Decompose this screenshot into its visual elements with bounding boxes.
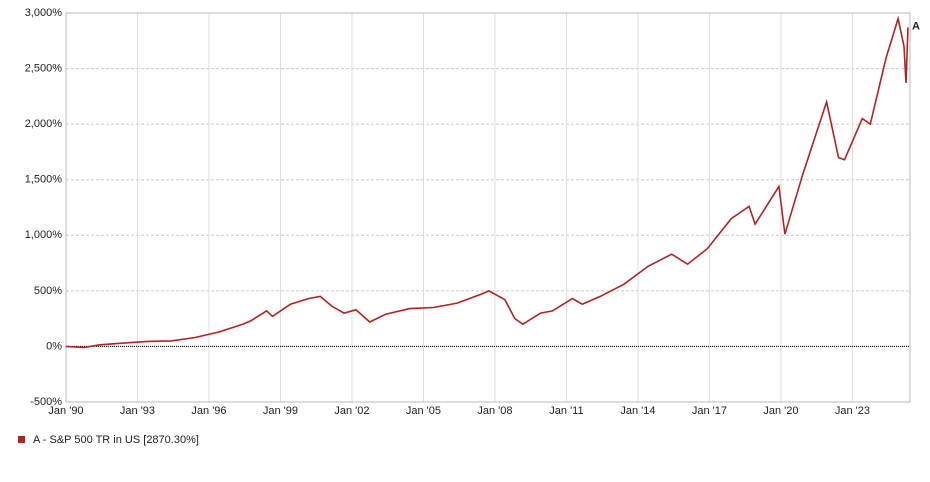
x-tick-label: Jan '23 <box>835 405 870 417</box>
legend-label: A - S&P 500 TR in US [2870.30%] <box>33 434 199 446</box>
x-tick-label: Jan '05 <box>406 405 441 417</box>
x-tick-label: Jan '08 <box>477 405 512 417</box>
x-tick-label: Jan '90 <box>48 405 83 417</box>
y-tick-label: 1,500% <box>25 174 63 186</box>
y-tick-label: 0% <box>46 340 62 352</box>
x-tick-label: Jan '11 <box>549 405 583 417</box>
legend-swatch <box>18 436 25 443</box>
end-label: A <box>912 20 920 32</box>
y-tick-label: 500% <box>34 285 62 297</box>
y-tick-label: 1,000% <box>25 229 63 241</box>
x-tick-label: Jan '93 <box>120 405 155 417</box>
y-tick-label: -500% <box>30 396 62 408</box>
x-tick-label: Jan '20 <box>763 405 798 417</box>
x-tick-label: Jan '99 <box>263 405 298 417</box>
y-tick-label: 2,500% <box>25 62 63 74</box>
y-tick-label: 2,000% <box>25 118 63 130</box>
x-tick-label: Jan '96 <box>191 405 226 417</box>
y-tick-label: 3,000% <box>25 7 63 19</box>
plot-frame <box>65 12 911 403</box>
x-tick-label: Jan '14 <box>620 405 655 417</box>
series-line <box>65 15 909 349</box>
x-tick-label: Jan '02 <box>334 405 369 417</box>
x-tick-label: Jan '17 <box>692 405 727 417</box>
